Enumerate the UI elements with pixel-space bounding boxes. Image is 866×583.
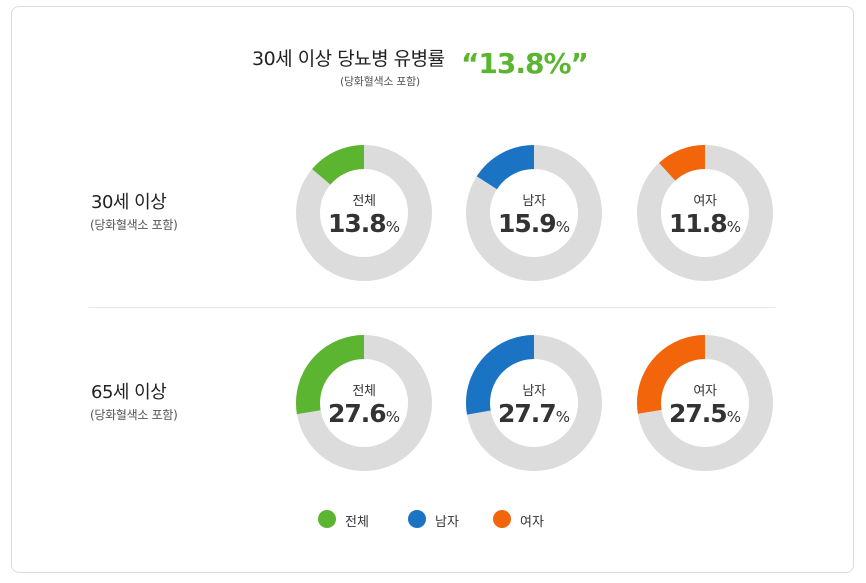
chart-card <box>11 6 854 573</box>
legend-swatch-male <box>408 510 426 528</box>
donut-svg <box>466 145 602 281</box>
donut-total-65: 전체 27.6% <box>296 335 432 471</box>
donut-value-arc <box>466 335 602 471</box>
donut-value-unit: % <box>385 218 400 236</box>
legend-label-female: 여자 <box>520 515 544 530</box>
donut-value-number: 15.9 <box>498 209 557 238</box>
donut-svg <box>466 335 602 471</box>
donut-value-label: 11.8% <box>637 209 773 238</box>
donut-svg <box>637 335 773 471</box>
donut-category-label: 여자 <box>693 384 717 399</box>
donut-value-number: 27.6 <box>328 399 387 428</box>
donut-value-arc <box>466 145 602 281</box>
donut-value-label: 27.7% <box>466 399 602 428</box>
donut-value-number: 13.8 <box>328 209 387 238</box>
row-sublabel-30: (당화혈색소 포함) <box>90 218 178 232</box>
donut-value-label: 27.5% <box>637 399 773 428</box>
donut-value-unit: % <box>555 408 570 426</box>
row-label-65: 65세 이상 <box>91 382 167 403</box>
donut-svg <box>296 335 432 471</box>
donut-value-number: 27.7 <box>498 399 557 428</box>
donut-value-label: 27.6% <box>296 399 432 428</box>
header-highlight-value: “13.8%” <box>461 47 589 80</box>
donut-category-label: 여자 <box>693 194 717 209</box>
row-sublabel-65: (당화혈색소 포함) <box>90 408 178 422</box>
donut-value-arc <box>296 335 432 471</box>
legend-label-total: 전체 <box>345 515 369 530</box>
donut-male-65: 남자 27.7% <box>466 335 602 471</box>
donut-value-unit: % <box>726 218 741 236</box>
donut-value-number: 27.5 <box>669 399 728 428</box>
donut-value-arc <box>637 335 773 471</box>
donut-category-label: 남자 <box>522 194 546 209</box>
row-divider <box>89 307 775 308</box>
donut-total-30: 전체 13.8% <box>296 145 432 281</box>
header-title: 30세 이상 당뇨병 유병률 <box>252 48 445 70</box>
donut-value-label: 13.8% <box>296 209 432 238</box>
legend: 전체 남자 여자 <box>0 509 866 530</box>
donut-category-label: 전체 <box>352 384 376 399</box>
donut-male-30: 남자 15.9% <box>466 145 602 281</box>
row-label-30: 30세 이상 <box>91 192 167 213</box>
donut-value-number: 11.8 <box>669 209 728 238</box>
donut-female-65: 여자 27.5% <box>637 335 773 471</box>
legend-swatch-total <box>318 510 336 528</box>
donut-value-unit: % <box>726 408 741 426</box>
donut-value-unit: % <box>385 408 400 426</box>
header-subtitle: (당화혈색소 포함) <box>340 75 420 88</box>
donut-svg <box>296 145 432 281</box>
donut-value-arc <box>296 145 432 281</box>
donut-female-30: 여자 11.8% <box>637 145 773 281</box>
donut-svg <box>637 145 773 281</box>
donut-value-label: 15.9% <box>466 209 602 238</box>
donut-category-label: 전체 <box>352 194 376 209</box>
donut-value-unit: % <box>555 218 570 236</box>
legend-label-male: 남자 <box>435 515 459 530</box>
donut-category-label: 남자 <box>522 384 546 399</box>
legend-swatch-female <box>493 510 511 528</box>
donut-value-arc <box>637 145 773 281</box>
